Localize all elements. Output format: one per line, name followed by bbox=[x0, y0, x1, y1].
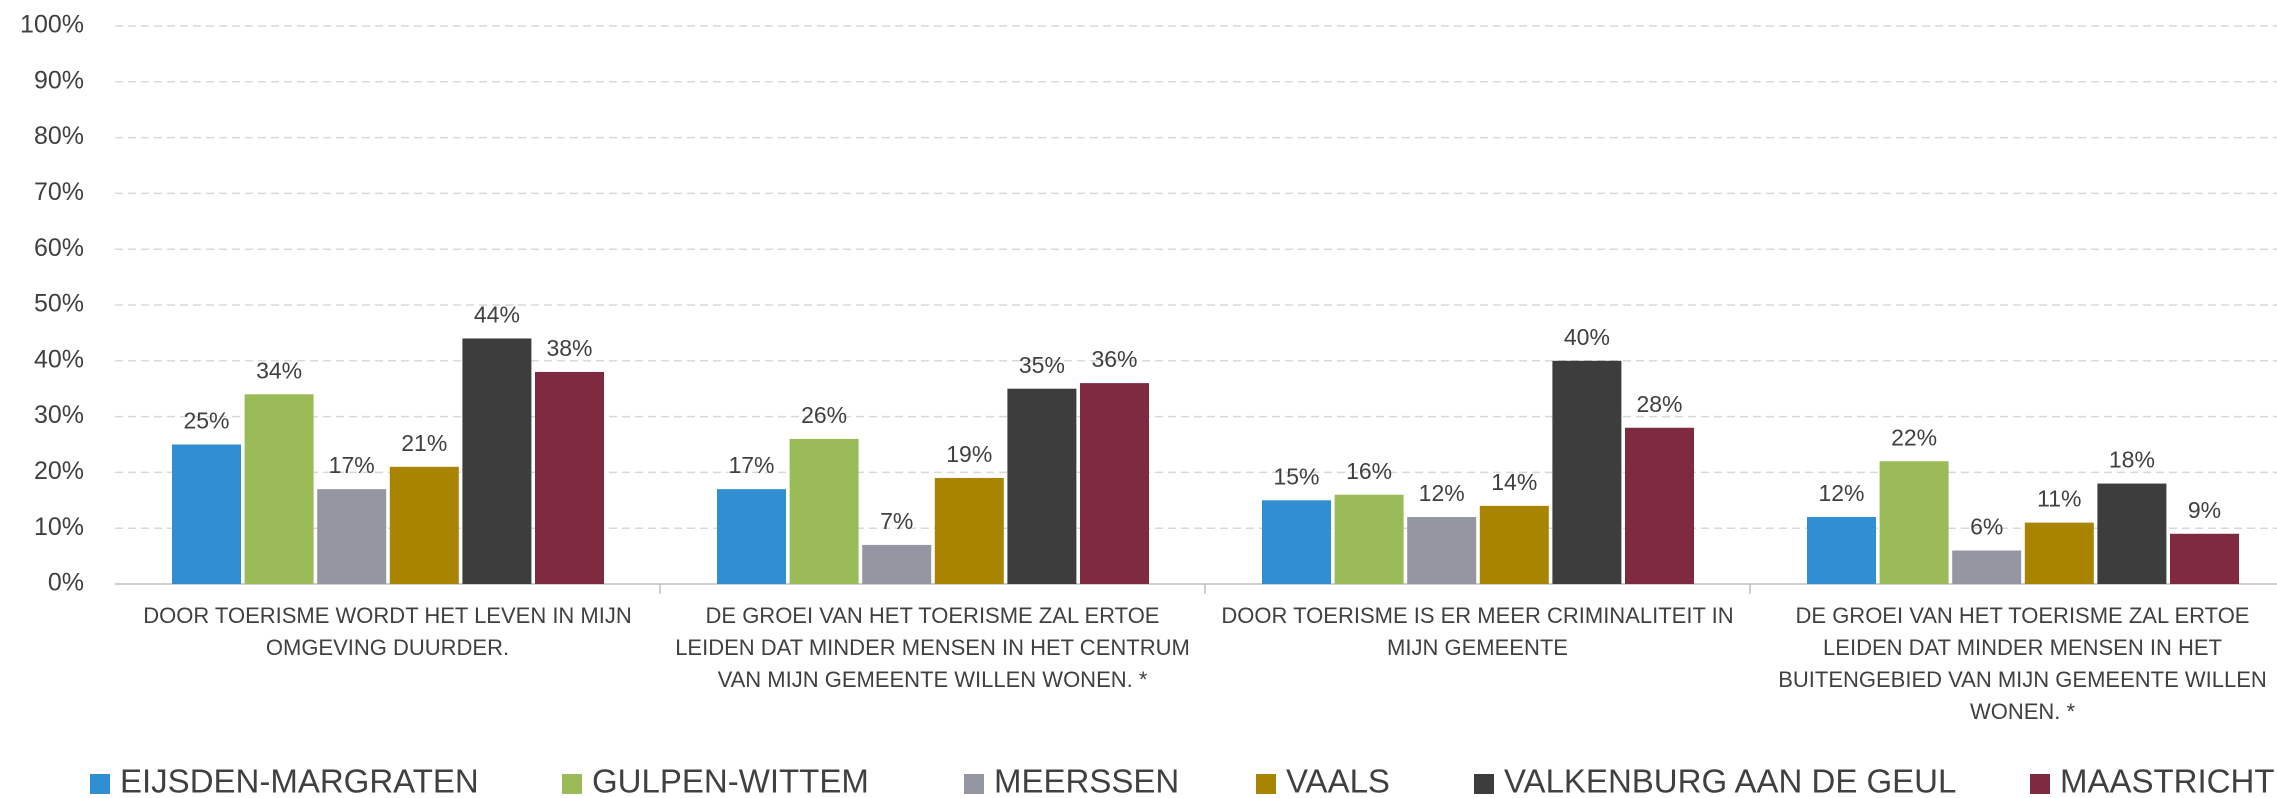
y-tick-label: 80% bbox=[34, 122, 84, 150]
legend-swatch bbox=[562, 774, 582, 794]
bar bbox=[1879, 461, 1949, 584]
y-tick-label: 50% bbox=[34, 290, 84, 318]
x-tick-label: DOOR TOERISME IS ER MEER CRIMINALITEIT I… bbox=[1221, 603, 1734, 660]
data-label: 26% bbox=[801, 402, 847, 428]
bar bbox=[1625, 427, 1694, 584]
legend-label: MAASTRICHT bbox=[2060, 763, 2275, 798]
data-label: 14% bbox=[1491, 469, 1537, 495]
data-label: 6% bbox=[1970, 514, 2003, 540]
x-tick-label: DE GROEI VAN HET TOERISME ZAL ERTOE LEID… bbox=[675, 603, 1190, 692]
bar bbox=[1407, 517, 1477, 584]
legend-swatch bbox=[964, 774, 984, 794]
data-label: 35% bbox=[1019, 352, 1065, 378]
bar bbox=[1807, 517, 1876, 584]
legend-label: VALKENBURG AAN DE GEUL bbox=[1504, 763, 1956, 798]
legend-swatch bbox=[2030, 774, 2050, 794]
bar bbox=[1479, 505, 1549, 584]
data-label: 17% bbox=[728, 452, 774, 478]
data-label: 25% bbox=[183, 408, 229, 434]
data-label: 15% bbox=[1273, 463, 1319, 489]
data-label: 9% bbox=[2188, 497, 2221, 523]
data-label: 21% bbox=[401, 430, 447, 456]
y-tick-label: 30% bbox=[34, 401, 84, 429]
bar bbox=[244, 394, 314, 584]
bar bbox=[1262, 500, 1331, 584]
data-label: 12% bbox=[1818, 480, 1864, 506]
bar bbox=[1080, 383, 1149, 584]
data-label: 11% bbox=[2037, 486, 2081, 512]
legend-swatch bbox=[1474, 774, 1494, 794]
legend-swatch bbox=[1256, 774, 1276, 794]
data-label: 18% bbox=[2109, 447, 2155, 473]
bar bbox=[535, 371, 604, 584]
data-label: 40% bbox=[1564, 324, 1610, 350]
bar bbox=[1952, 550, 2022, 584]
bar bbox=[2170, 533, 2239, 584]
y-tick-label: 60% bbox=[34, 234, 84, 262]
data-label: 12% bbox=[1419, 480, 1465, 506]
bar bbox=[317, 489, 387, 584]
bar bbox=[862, 544, 932, 584]
bar bbox=[172, 444, 241, 584]
y-tick-label: 0% bbox=[48, 569, 84, 597]
bar bbox=[934, 477, 1004, 584]
x-tick-label: DE GROEI VAN HET TOERISME ZAL ERTOE LEID… bbox=[1778, 603, 2267, 724]
legend-label: VAALS bbox=[1286, 763, 1390, 798]
bar bbox=[1552, 360, 1622, 584]
bar bbox=[462, 338, 532, 584]
data-label: 36% bbox=[1091, 346, 1137, 372]
data-label: 34% bbox=[256, 357, 302, 383]
legend-label: EIJSDEN-MARGRATEN bbox=[120, 763, 479, 798]
bar bbox=[389, 466, 459, 584]
y-tick-label: 10% bbox=[34, 513, 84, 541]
data-label: 38% bbox=[546, 335, 592, 361]
bar bbox=[2024, 522, 2094, 584]
data-label: 17% bbox=[329, 452, 375, 478]
bar bbox=[789, 438, 859, 584]
legend-label: MEERSSEN bbox=[994, 763, 1179, 798]
y-tick-label: 90% bbox=[34, 66, 84, 94]
y-tick-label: 40% bbox=[34, 345, 84, 373]
bar bbox=[2097, 483, 2167, 584]
legend-label: GULPEN-WITTEM bbox=[592, 763, 869, 798]
bar bbox=[717, 489, 786, 584]
data-label: 7% bbox=[880, 508, 913, 534]
data-label: 16% bbox=[1346, 458, 1392, 484]
x-tick-label: DOOR TOERISME WORDT HET LEVEN IN MIJN OM… bbox=[143, 603, 632, 660]
legend-swatch bbox=[90, 774, 110, 794]
y-tick-label: 100% bbox=[20, 11, 84, 39]
y-tick-label: 20% bbox=[34, 457, 84, 485]
data-label: 19% bbox=[946, 441, 992, 467]
y-tick-label: 70% bbox=[34, 178, 84, 206]
bar bbox=[1007, 388, 1077, 584]
data-label: 28% bbox=[1636, 391, 1682, 417]
data-label: 44% bbox=[474, 302, 520, 328]
data-label: 22% bbox=[1891, 424, 1937, 450]
bar bbox=[1334, 494, 1404, 584]
